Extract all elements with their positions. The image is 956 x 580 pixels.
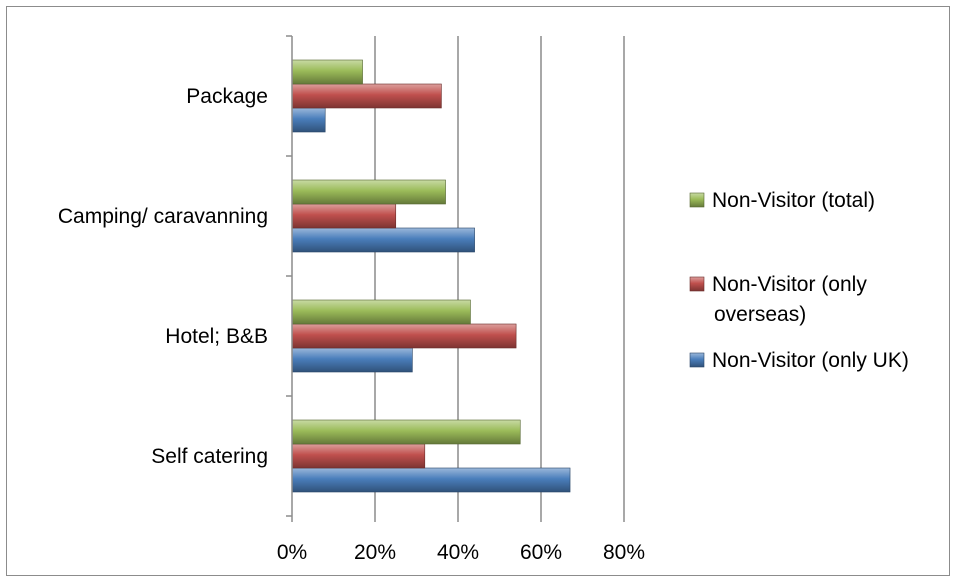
legend-label-2: Non-Visitor (only UK) <box>712 349 909 372</box>
bar-0-2 <box>291 419 521 445</box>
legend-label-1: Non-Visitor (only <box>712 273 867 296</box>
x-tick-label-3: 60% <box>520 541 562 564</box>
bar-3-0 <box>291 107 326 133</box>
bar-0-0 <box>291 467 571 493</box>
bar-3-2 <box>291 59 363 85</box>
bar-2-1 <box>291 203 397 229</box>
category-label-0: Self catering <box>151 445 268 468</box>
bar-2-0 <box>291 227 475 253</box>
legend: Non-Visitor (total) Non-Visitor (only over… <box>689 189 909 372</box>
bar-1-2 <box>291 299 471 325</box>
category-label-1: Hotel; B&B <box>165 325 268 348</box>
axes <box>286 35 625 522</box>
bar-1-0 <box>291 347 413 373</box>
legend-swatch-2 <box>689 352 705 368</box>
bar-2-2 <box>291 179 446 205</box>
x-tick-label-1: 20% <box>354 541 396 564</box>
x-tick-label-2: 40% <box>437 541 479 564</box>
x-tick-label-0: 0% <box>277 541 307 564</box>
x-tick-label-4: 80% <box>603 541 645 564</box>
legend-swatch-1 <box>689 276 705 292</box>
bar-1-1 <box>291 323 517 349</box>
bars <box>291 59 571 493</box>
bar-0-1 <box>291 443 426 469</box>
category-label-2: Camping/ caravanning <box>58 205 268 228</box>
category-label-3: Package <box>186 85 268 108</box>
labels: Self catering Hotel; B&B Camping/ caravann… <box>58 85 645 564</box>
legend-swatch-0 <box>689 192 705 208</box>
legend-label-1-line-1: overseas) <box>714 303 806 326</box>
bar-3-1 <box>291 83 442 109</box>
legend-label-0: Non-Visitor (total) <box>712 189 875 212</box>
